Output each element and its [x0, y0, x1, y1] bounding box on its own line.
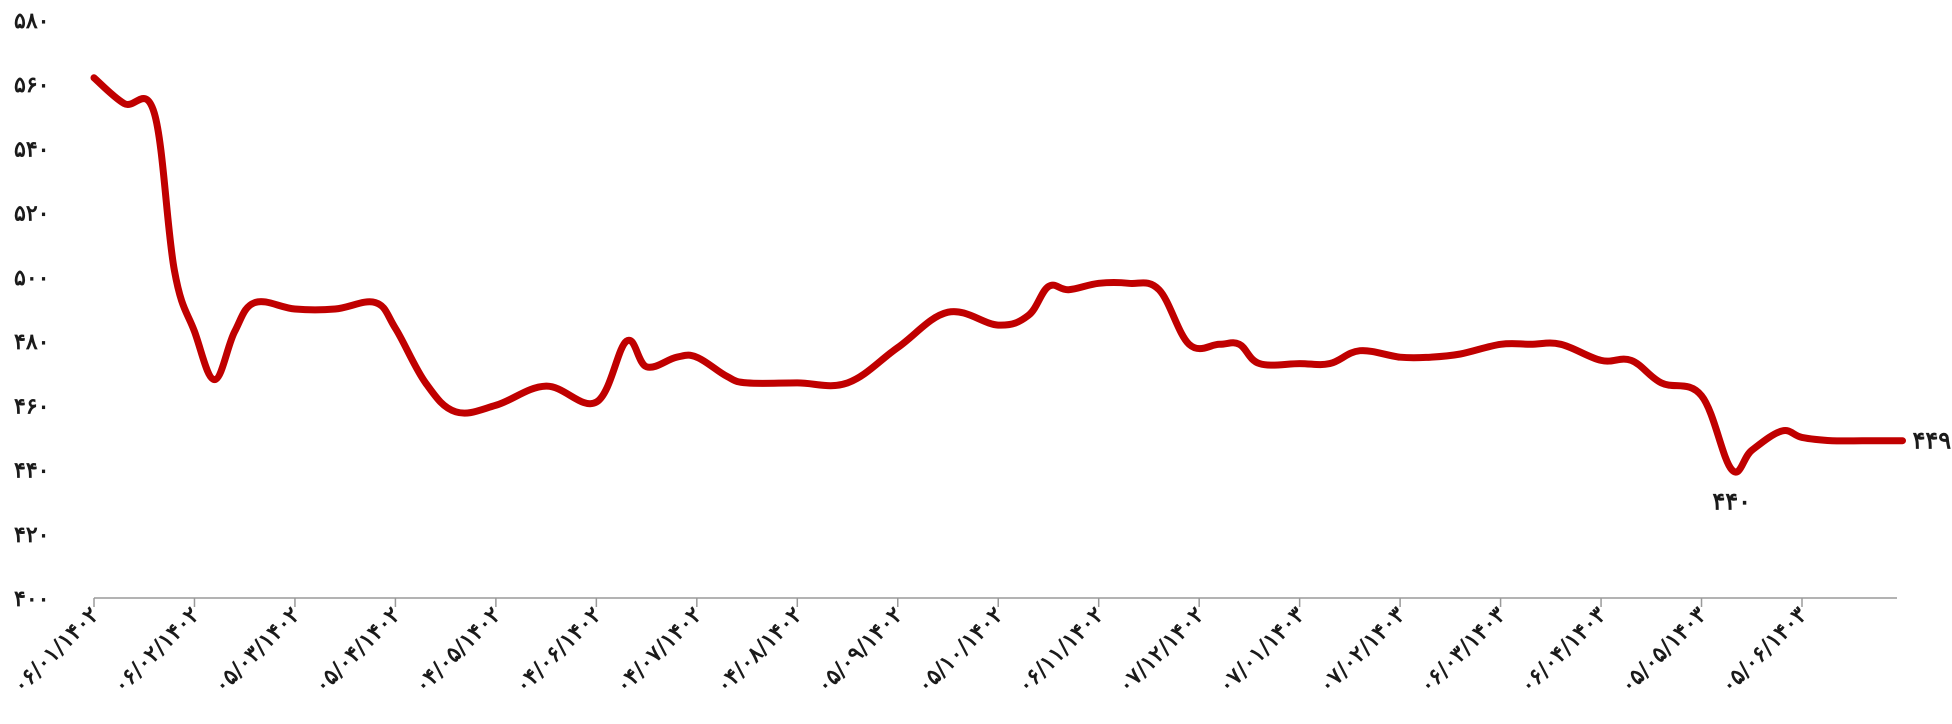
y-tick-label: ۴۶۰ — [14, 393, 49, 419]
x-tick-label: ۰۶/۰۴/۱۴۰۳ — [1515, 602, 1612, 699]
x-tick-label: ۰۶/۰۳/۱۴۰۳ — [1414, 602, 1511, 699]
x-tick-label: ۰۴/۰۷/۱۴۰۲ — [610, 602, 707, 699]
x-tick-label: ۰۶/۰۱/۱۴۰۲ — [8, 602, 105, 699]
x-tick-label: ۰۷/۰۱/۱۴۰۳ — [1213, 602, 1310, 699]
y-tick-label: ۴۴۰ — [14, 458, 49, 484]
data-label: ۴۴۹ — [1912, 426, 1951, 455]
x-tick-label: ۰۴/۰۸/۱۴۰۲ — [711, 602, 808, 699]
y-tick-label: ۴۸۰ — [14, 329, 49, 355]
y-tick-label: ۵۴۰ — [14, 136, 49, 162]
y-tick-label: ۵۶۰ — [14, 72, 49, 98]
x-tick-label: ۰۵/۱۰/۱۴۰۲ — [912, 602, 1009, 699]
y-tick-label: ۵۸۰ — [14, 8, 49, 34]
x-tick-label: ۰۷/۱۲/۱۴۰۲ — [1113, 602, 1210, 699]
x-tick-label: ۰۶/۰۲/۱۴۰۲ — [108, 602, 205, 699]
x-tick-label: ۰۴/۰۵/۱۴۰۲ — [410, 602, 507, 699]
x-tick-label: ۰۵/۰۳/۱۴۰۲ — [209, 602, 306, 699]
y-tick-label: ۴۲۰ — [14, 522, 49, 548]
x-tick-label: ۰۶/۱۱/۱۴۰۲ — [1012, 602, 1109, 699]
x-tick-label: ۰۵/۰۹/۱۴۰۲ — [811, 602, 908, 699]
x-tick-label: ۰۵/۰۵/۱۴۰۳ — [1615, 602, 1712, 699]
x-tick-label: ۰۴/۰۶/۱۴۰۲ — [510, 602, 607, 699]
x-tick-label: ۰۵/۰۴/۱۴۰۲ — [309, 602, 406, 699]
y-tick-label: ۵۲۰ — [14, 201, 49, 227]
y-tick-label: ۵۰۰ — [14, 265, 49, 291]
x-tick-label: ۰۵/۰۶/۱۴۰۳ — [1716, 602, 1813, 699]
data-label: ۴۴۰ — [1712, 487, 1751, 516]
y-tick-label: ۴۰۰ — [14, 586, 49, 612]
series-line — [90, 74, 1906, 476]
x-tick-label: ۰۷/۰۲/۱۴۰۳ — [1314, 602, 1411, 699]
